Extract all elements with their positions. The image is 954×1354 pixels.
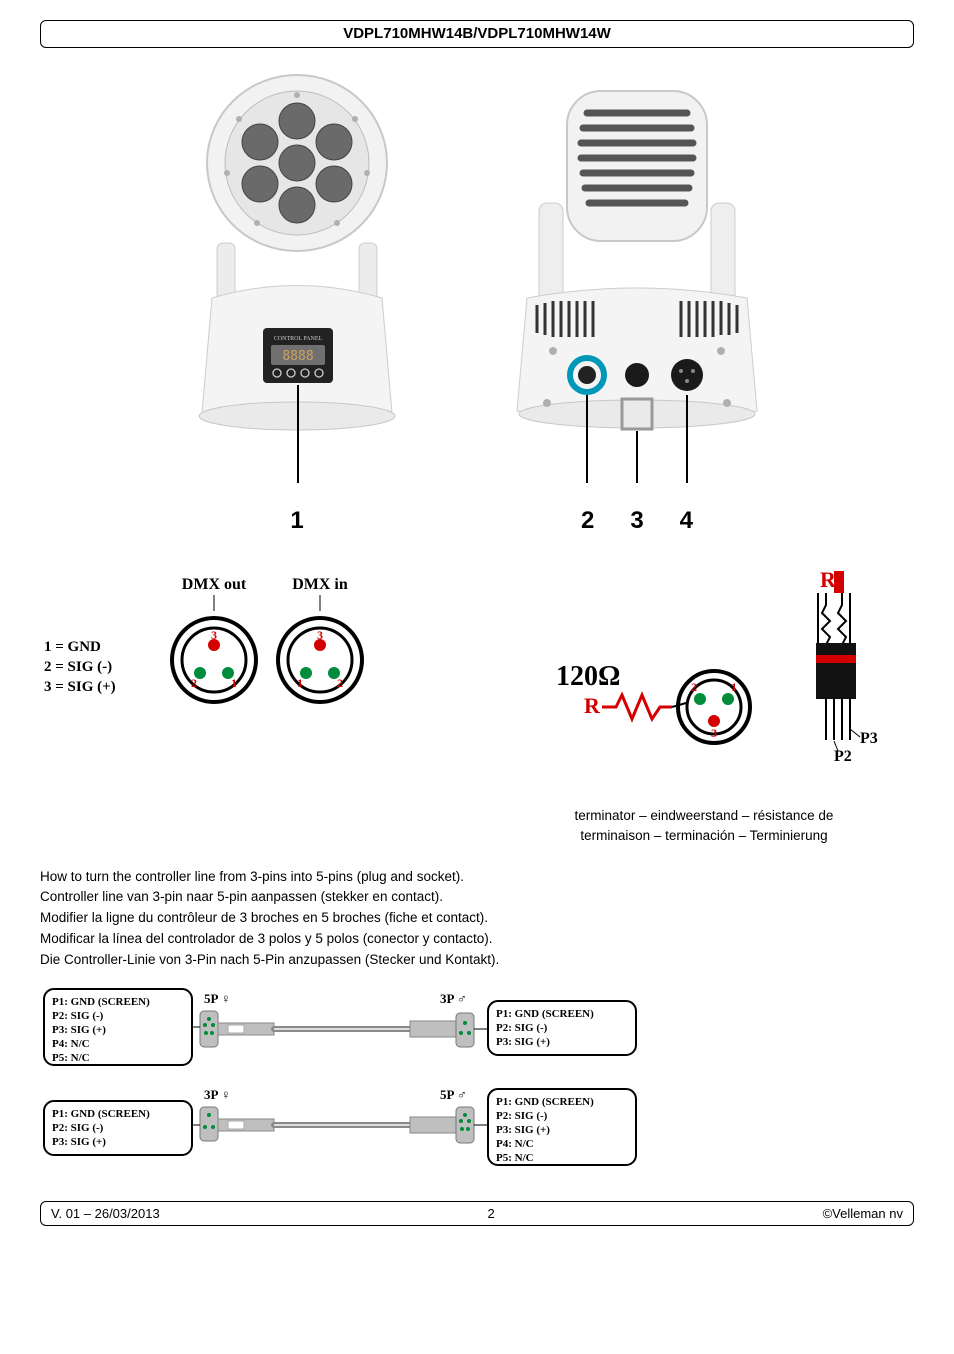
svg-text:3P ♀: 3P ♀ [204,1087,231,1102]
svg-text:2: 2 [691,680,697,694]
svg-text:R: R [584,693,601,718]
svg-text:2: 2 [337,676,343,690]
svg-text:P3: SIG (+): P3: SIG (+) [52,1136,106,1148]
svg-text:5P ♀: 5P ♀ [204,991,231,1006]
second-row: DMX out DMX in 2 1 3 1 2 3 1 = GN [40,565,914,847]
svg-text:P2: SIG (-): P2: SIG (-) [52,1122,104,1134]
svg-text:1: 1 [231,676,237,690]
label-4: 4 [680,507,693,535]
adapter-diagrams: P1: GND (SCREEN) P2: SIG (-) P3: SIG (+)… [40,983,914,1183]
svg-text:P3: SIG (+): P3: SIG (+) [496,1036,550,1048]
svg-text:P2: SIG (-): P2: SIG (-) [52,1010,104,1022]
svg-text:P5: N/C: P5: N/C [496,1152,534,1164]
labels-back: 2 3 4 [477,507,797,535]
svg-text:5P ♂: 5P ♂ [440,1087,467,1102]
product-title: VDPL710MHW14B/VDPL710MHW14W [343,25,611,42]
svg-text:1: 1 [297,676,303,690]
svg-text:CONTROL PANEL: CONTROL PANEL [274,336,323,342]
label-3: 3 [630,507,643,535]
footer-center: 2 [488,1206,495,1221]
top-figures: CONTROL PANEL 8888 1 [40,73,914,535]
svg-text:3: 3 [211,628,217,642]
body-l4: Modificar la línea del controlador de 3 … [40,929,914,950]
body-text: How to turn the controller line from 3-p… [40,867,914,972]
svg-text:P1: GND (SCREEN): P1: GND (SCREEN) [496,1096,594,1108]
svg-text:P2: SIG (-): P2: SIG (-) [496,1022,548,1034]
footer-right: ©Velleman nv [823,1206,903,1221]
body-l1: How to turn the controller line from 3-p… [40,867,914,888]
terminator-diagram: R P3 P2 120Ω R [494,565,914,847]
body-l3: Modifier la ligne du contrôleur de 3 bro… [40,908,914,929]
svg-text:P3: SIG (+): P3: SIG (+) [52,1024,106,1036]
gnd-label: 1 = GND [44,639,101,655]
fixture-front: CONTROL PANEL 8888 1 [157,73,437,535]
terminator-svg: R P3 P2 120Ω R [494,565,914,795]
dmx-in-label: DMX in [292,576,348,593]
sigplus-label: 3 = SIG (+) [44,679,116,695]
terminator-caption: terminator – eindweerstand – résistance … [494,806,914,847]
svg-text:1: 1 [731,680,737,694]
svg-text:P5: N/C: P5: N/C [52,1052,90,1064]
body-l5: Die Controller-Linie von 3-Pin nach 5-Pi… [40,950,914,971]
svg-text:P4: N/C: P4: N/C [496,1138,534,1150]
dmx-pinout-svg: DMX out DMX in 2 1 3 1 2 3 1 = GN [40,565,400,745]
title-bar: VDPL710MHW14B/VDPL710MHW14W [40,20,914,48]
svg-text:2: 2 [191,676,197,690]
svg-text:P3: SIG (+): P3: SIG (+) [496,1124,550,1136]
svg-text:3: 3 [317,628,323,642]
footer-bar: V. 01 – 26/03/2013 2 ©Velleman nv [40,1201,914,1226]
svg-text:P2: SIG (-): P2: SIG (-) [496,1110,548,1122]
sigminus-label: 2 = SIG (-) [44,659,112,675]
svg-text:3: 3 [711,726,717,740]
svg-text:P2: P2 [834,748,852,765]
svg-text:3P ♂: 3P ♂ [440,991,467,1006]
svg-text:8888: 8888 [282,349,313,364]
terminator-caption-l2: terminaison – terminación – Terminierung [580,828,827,843]
svg-text:P1: GND (SCREEN): P1: GND (SCREEN) [52,1108,150,1120]
terminator-caption-l1: terminator – eindweerstand – résistance … [575,808,834,823]
label-2: 2 [581,507,594,535]
svg-text:P1: GND (SCREEN): P1: GND (SCREEN) [52,996,150,1008]
svg-text:120Ω: 120Ω [556,661,620,692]
dmx-out-label: DMX out [182,576,247,593]
body-l2: Controller line van 3-pin naar 5-pin aan… [40,887,914,908]
fixture-back-svg [487,73,787,503]
svg-text:P1: GND (SCREEN): P1: GND (SCREEN) [496,1008,594,1020]
fixture-back: 2 3 4 [477,73,797,535]
fixture-front-svg: CONTROL PANEL 8888 [167,73,427,503]
svg-text:P3: P3 [860,730,878,747]
dmx-pinout: DMX out DMX in 2 1 3 1 2 3 1 = GN [40,565,400,750]
label-1: 1 [157,507,437,535]
svg-text:P4: N/C: P4: N/C [52,1038,90,1050]
adapter-svg: P1: GND (SCREEN) P2: SIG (-) P3: SIG (+)… [40,983,720,1183]
footer-left: V. 01 – 26/03/2013 [51,1206,160,1221]
